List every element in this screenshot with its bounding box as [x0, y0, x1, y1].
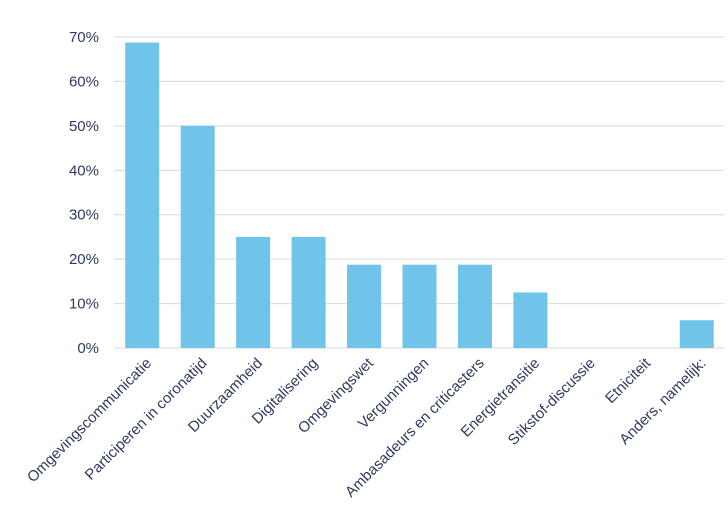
bar — [291, 236, 326, 348]
y-tick-label: 30% — [69, 207, 99, 224]
bars — [125, 42, 714, 349]
bar — [236, 236, 271, 348]
y-tick-label: 40% — [69, 162, 99, 179]
y-axis-ticks: 0% 10% 20% 30% 40% 50% 60% 70% — [69, 29, 99, 357]
y-tick-label: 70% — [69, 29, 99, 46]
y-tick-label: 10% — [69, 296, 99, 313]
bar — [457, 264, 492, 348]
y-tick-label: 50% — [69, 118, 99, 135]
y-tick-label: 20% — [69, 251, 99, 268]
bar — [180, 125, 215, 348]
bar — [402, 264, 437, 348]
bar — [679, 320, 714, 348]
bar — [125, 42, 160, 349]
x-tick-label: Etniciteit — [602, 354, 655, 407]
bar — [513, 292, 548, 348]
y-tick-label: 0% — [77, 340, 99, 357]
y-tick-label: 60% — [69, 73, 99, 90]
gridlines — [114, 36, 724, 349]
bar — [347, 264, 382, 348]
